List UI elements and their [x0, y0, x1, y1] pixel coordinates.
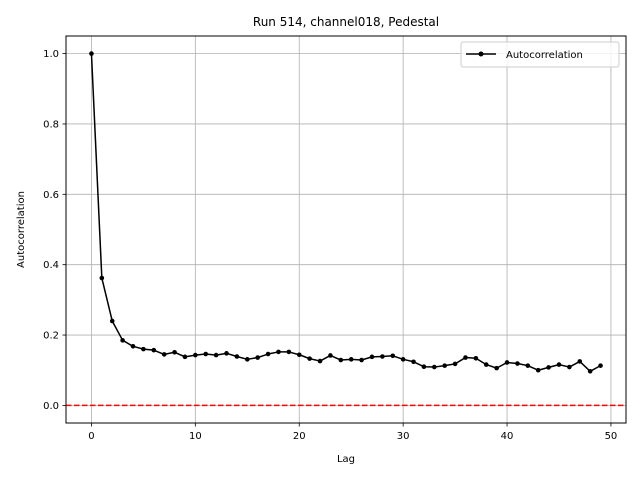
data-point [463, 355, 468, 360]
data-point [161, 352, 167, 357]
data-point [359, 357, 364, 363]
data-point [224, 351, 229, 356]
data-point [99, 275, 105, 281]
data-point [265, 351, 271, 357]
data-point [369, 354, 375, 360]
legend: Autocorrelation [460, 41, 620, 68]
data-point [141, 346, 146, 352]
data-point [483, 362, 489, 367]
series-group [89, 51, 603, 374]
data-point [380, 354, 385, 359]
data-point [411, 359, 416, 365]
data-point [546, 365, 551, 370]
y-tick-label: 0.8 [43, 119, 59, 130]
data-point [234, 354, 240, 359]
data-point [598, 363, 603, 368]
data-point [525, 363, 531, 368]
data-point [567, 364, 572, 370]
data-point [442, 363, 448, 368]
data-point [130, 344, 136, 349]
data-point [338, 357, 344, 363]
data-point [255, 355, 260, 360]
data-point [421, 364, 427, 370]
data-point [494, 365, 499, 371]
data-point [317, 358, 323, 364]
x-tick-label: 20 [293, 431, 306, 442]
data-point [182, 354, 188, 360]
data-point [89, 51, 94, 56]
data-point [296, 352, 302, 358]
legend-marker [478, 51, 484, 57]
y-axis-ticks: 0.0 0.2 0.4 0.6 0.8 1.0 [43, 49, 66, 412]
data-point [307, 356, 312, 361]
data-point [587, 368, 593, 374]
y-axis-label: Autocorrelation [16, 191, 27, 268]
y-tick-label: 0.6 [43, 190, 59, 201]
data-point [432, 364, 437, 370]
data-point [473, 355, 479, 361]
data-point [151, 347, 157, 353]
chart-title: Run 514, channel018, Pedestal [253, 15, 439, 29]
y-tick-label: 0.2 [43, 331, 59, 342]
data-point [577, 359, 583, 364]
data-point [452, 361, 458, 367]
legend-entry-autocorrelation: Autocorrelation [506, 50, 583, 61]
legend-box [460, 41, 620, 68]
x-tick-label: 0 [88, 431, 94, 442]
data-point [515, 361, 520, 366]
x-tick-label: 40 [501, 431, 514, 442]
x-tick-label: 50 [605, 431, 618, 442]
data-point [276, 349, 281, 355]
data-point [120, 338, 125, 343]
data-point [400, 357, 406, 362]
data-point [504, 360, 510, 365]
data-point [556, 362, 562, 367]
data-point [286, 349, 292, 355]
data-point [213, 352, 219, 358]
x-axis-ticks: 0 10 20 30 40 50 [88, 423, 617, 442]
data-point [328, 353, 333, 358]
data-point [348, 357, 354, 362]
axes-frame [65, 35, 627, 424]
x-tick-label: 30 [397, 431, 410, 442]
data-point [109, 318, 115, 324]
data-point [244, 357, 250, 362]
x-axis-label: Lag [337, 454, 355, 465]
data-point [535, 367, 541, 373]
y-tick-label: 0.4 [43, 260, 59, 271]
data-point [203, 351, 209, 357]
data-point [390, 353, 396, 359]
y-tick-label: 1.0 [43, 49, 59, 60]
x-tick-label: 10 [189, 431, 202, 442]
data-point [193, 352, 198, 358]
data-point [172, 349, 177, 355]
y-tick-label: 0.0 [43, 401, 59, 412]
